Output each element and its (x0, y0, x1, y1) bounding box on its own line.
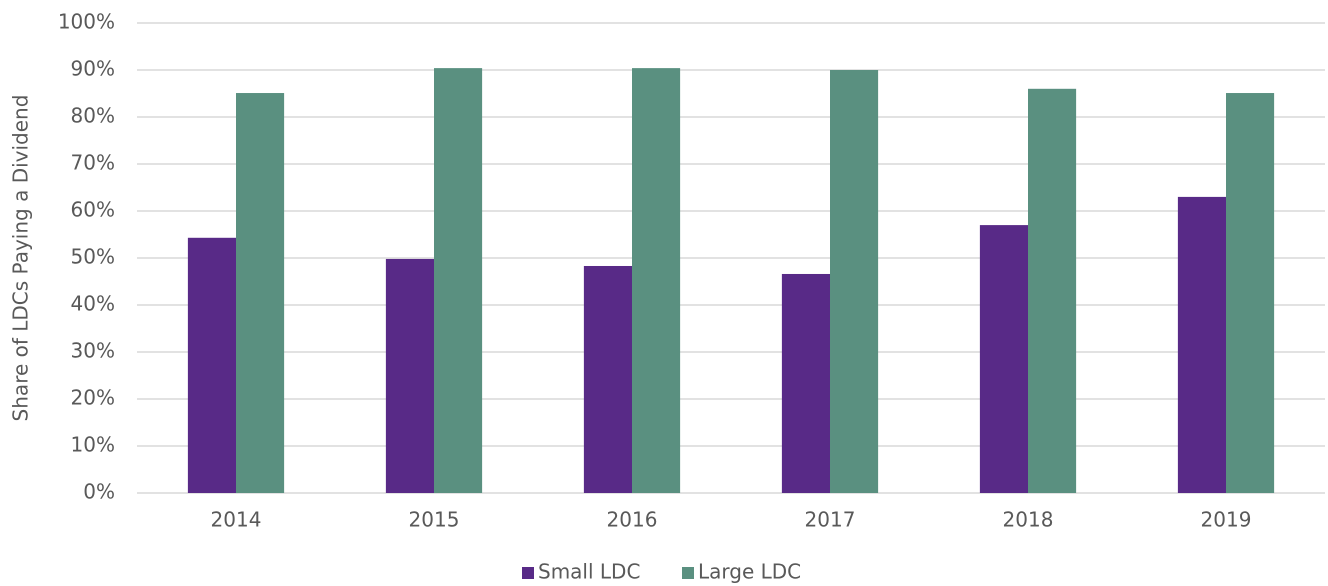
bar (236, 93, 285, 493)
y-tick-label: 0% (83, 480, 115, 504)
bar (781, 273, 830, 493)
legend-label: Small LDC (538, 560, 640, 584)
bar (1028, 88, 1077, 494)
bar (583, 265, 632, 493)
y-axis-title: Share of LDCs Paying a Dividend (9, 95, 33, 422)
y-tick-label: 100% (58, 10, 115, 34)
x-tick-label: 2014 (211, 508, 262, 532)
bar (187, 237, 236, 493)
y-tick-label: 90% (71, 57, 115, 81)
bar (1226, 93, 1275, 493)
y-tick-label: 50% (71, 245, 115, 269)
bar (385, 258, 434, 493)
x-tick-label: 2017 (805, 508, 856, 532)
x-tick-label: 2016 (607, 508, 658, 532)
y-tick-label: 80% (71, 104, 115, 128)
bar (979, 225, 1028, 493)
y-tick-label: 60% (71, 198, 115, 222)
x-tick-label: 2015 (409, 508, 460, 532)
x-tick-label: 2019 (1201, 508, 1252, 532)
bar (632, 68, 681, 494)
legend-swatch (682, 567, 694, 579)
legend-label: Large LDC (698, 560, 801, 584)
y-tick-label: 70% (71, 151, 115, 175)
x-tick-label: 2018 (1003, 508, 1054, 532)
legend-swatch (522, 567, 534, 579)
y-tick-label: 30% (71, 339, 115, 363)
bar (1177, 196, 1226, 493)
bar (434, 68, 483, 494)
y-tick-label: 10% (71, 433, 115, 457)
bar (830, 70, 879, 493)
y-tick-label: 20% (71, 386, 115, 410)
y-tick-label: 40% (71, 292, 115, 316)
